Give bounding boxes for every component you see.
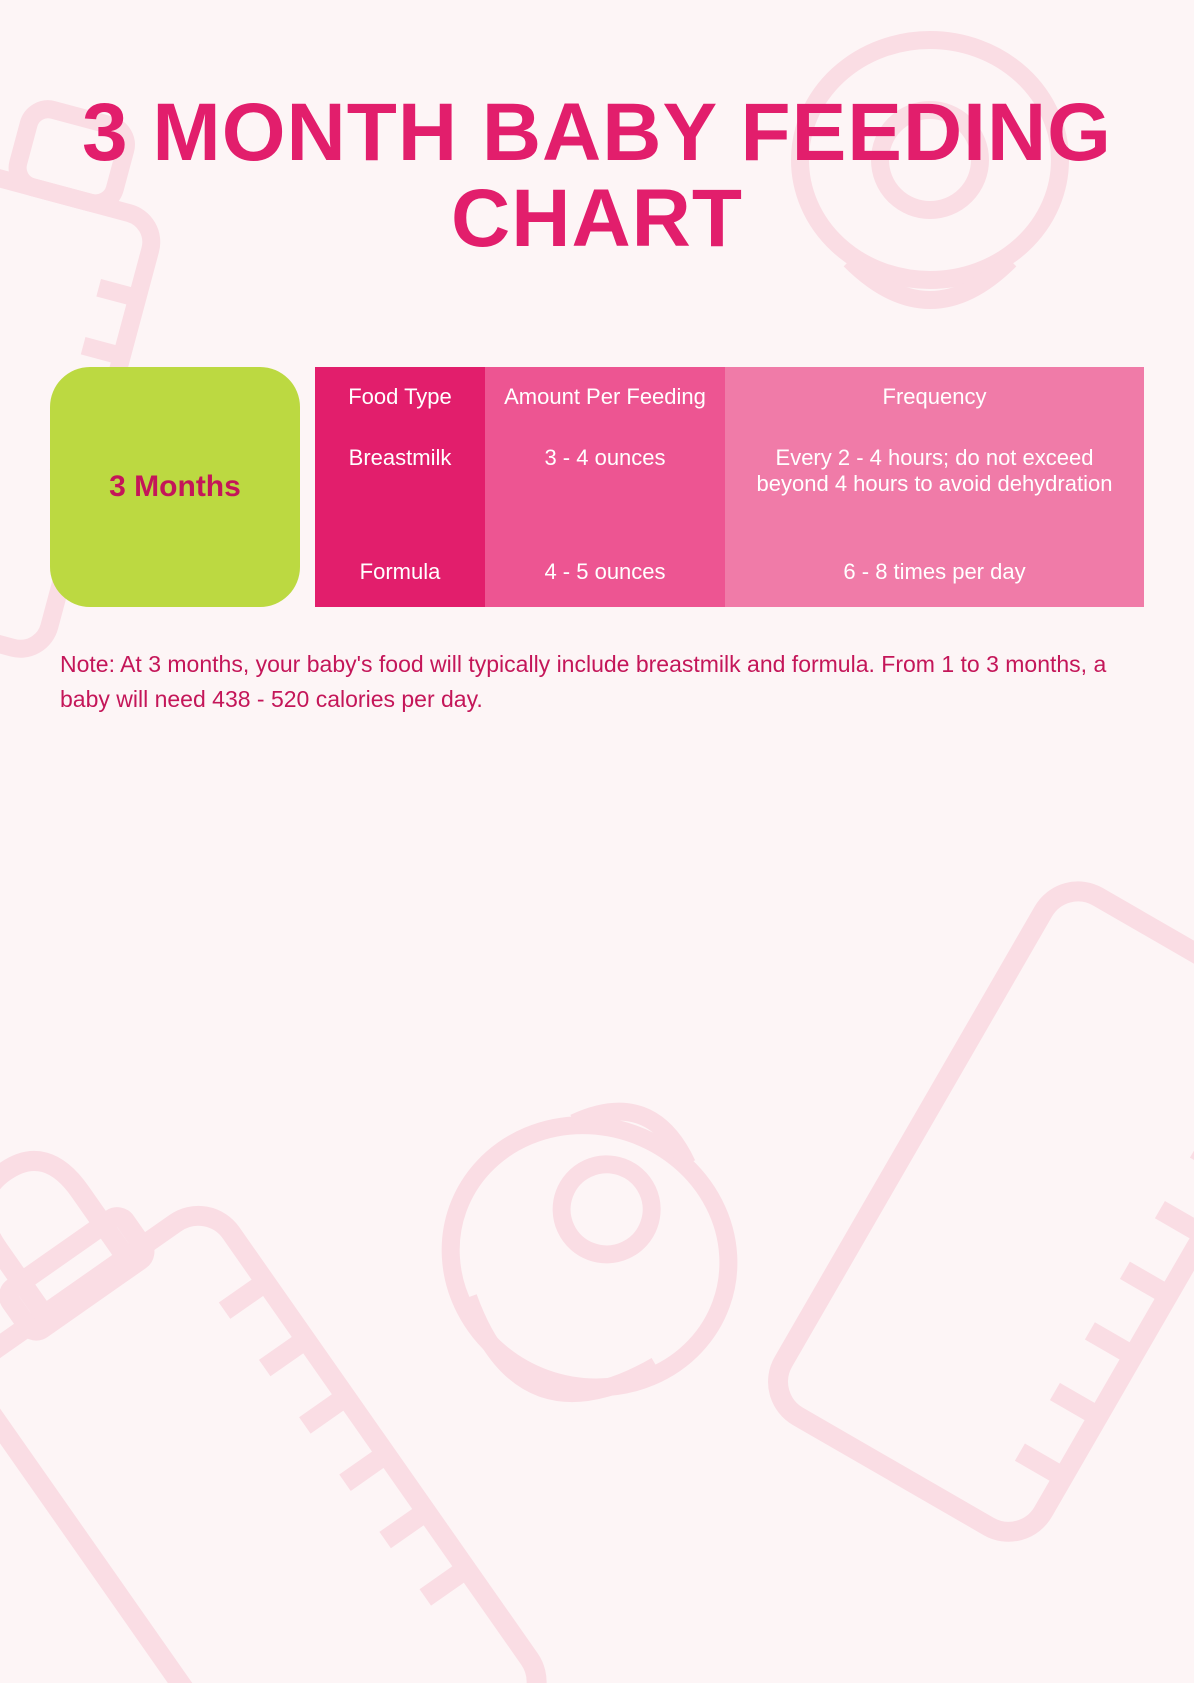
age-badge: 3 Months — [50, 367, 300, 607]
header-frequency: Frequency — [725, 367, 1144, 427]
header-food-type: Food Type — [315, 367, 485, 427]
cell-formula-amount: 4 - 5 ounces — [485, 537, 725, 607]
cell-formula-type: Formula — [315, 537, 485, 607]
column-food-type: Food Type Breastmilk Formula — [315, 367, 485, 607]
cell-formula-frequency: 6 - 8 times per day — [725, 537, 1144, 607]
page-title: 3 MONTH BABY FEEDING CHART — [50, 90, 1144, 262]
note-text: Note: At 3 months, your baby's food will… — [50, 647, 1144, 716]
column-amount: Amount Per Feeding 3 - 4 ounces 4 - 5 ou… — [485, 367, 725, 607]
header-amount: Amount Per Feeding — [485, 367, 725, 427]
column-frequency: Frequency Every 2 - 4 hours; do not exce… — [725, 367, 1144, 607]
cell-breastmilk-amount: 3 - 4 ounces — [485, 427, 725, 537]
cell-breastmilk-type: Breastmilk — [315, 427, 485, 537]
age-badge-text: 3 Months — [109, 470, 241, 504]
cell-breastmilk-frequency: Every 2 - 4 hours; do not exceed beyond … — [725, 427, 1144, 537]
feeding-table: Food Type Breastmilk Formula Amount Per … — [315, 367, 1144, 607]
feeding-chart: 3 Months Food Type Breastmilk Formula Am… — [50, 367, 1144, 607]
